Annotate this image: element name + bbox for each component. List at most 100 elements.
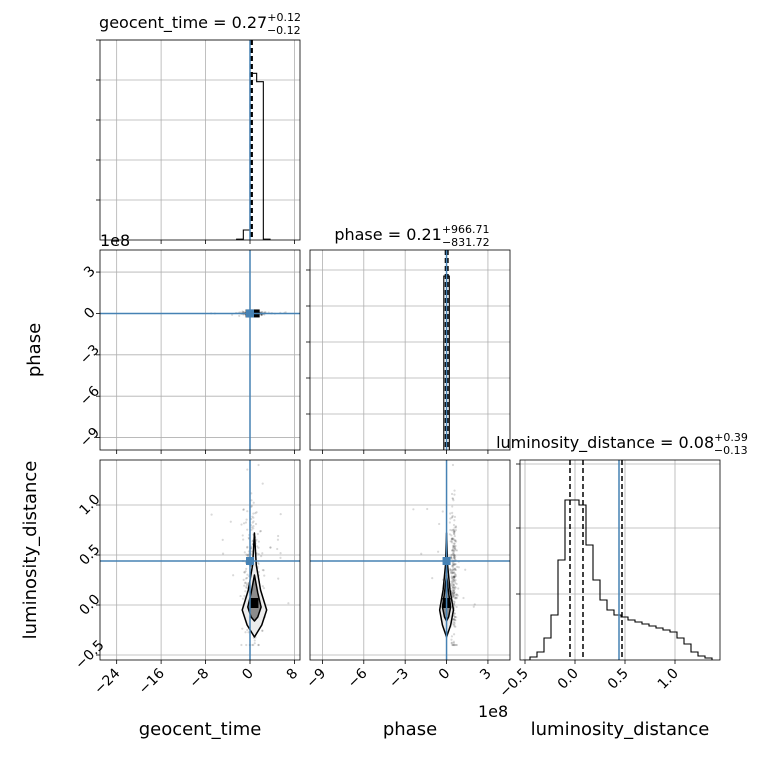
sample-point: [452, 531, 455, 534]
sample-point: [438, 522, 441, 526]
sample-point: [450, 638, 453, 641]
sample-point: [450, 642, 453, 645]
sample-point: [437, 550, 440, 553]
sample-point: [453, 622, 456, 625]
sample-point: [453, 577, 456, 581]
sample-point: [245, 586, 248, 589]
histogram-bar: [551, 615, 558, 660]
sample-point: [451, 549, 454, 552]
histogram-phase: [443, 250, 450, 450]
panel-contents: [310, 460, 510, 660]
sample-point: [260, 555, 263, 558]
sample-point: [452, 594, 455, 597]
x-tick-label: 3: [477, 666, 495, 684]
sample-point: [260, 313, 263, 317]
sample-point: [449, 568, 453, 572]
sample-point: [453, 489, 456, 492]
sample-point: [251, 540, 254, 543]
sample-point: [250, 528, 253, 531]
sample-point: [451, 548, 454, 552]
sample-point: [453, 533, 456, 536]
panel-geocent_time-vs-luminosity_distance: −24 −16 −8 0 8−0.50.00.51.0geocent_timelumin…: [20, 459, 302, 740]
sample-point: [452, 551, 455, 554]
sample-point: [452, 499, 455, 502]
sample-point: [450, 537, 453, 541]
sample-point: [454, 540, 458, 543]
sample-point: [473, 603, 476, 606]
sample-point: [259, 529, 263, 533]
sample-point: [454, 555, 457, 558]
truth-marker: [246, 309, 254, 318]
sample-point: [242, 522, 246, 525]
panel-title-phase: phase = 0.21+966.71 −831.72: [334, 223, 489, 249]
sample-point: [257, 540, 260, 543]
sample-point: [453, 563, 456, 566]
sample-point: [244, 570, 247, 573]
sample-point: [257, 552, 260, 556]
sample-point: [454, 567, 457, 571]
sample-point: [452, 556, 456, 559]
sample-point: [454, 573, 457, 576]
sample-point: [452, 593, 455, 596]
sample-point: [449, 517, 452, 520]
sample-point: [245, 585, 248, 588]
sample-point: [454, 539, 457, 542]
sample-point: [451, 576, 454, 579]
sample-point: [453, 643, 456, 647]
sample-point: [451, 562, 455, 565]
sample-point: [453, 530, 456, 533]
title-upper-error: +0.12: [267, 11, 301, 24]
sample-point: [451, 579, 454, 583]
sample-point: [450, 584, 453, 587]
sample-point: [451, 587, 454, 590]
sample-point: [252, 520, 255, 523]
sample-point: [246, 545, 249, 548]
sample-point: [269, 546, 272, 549]
sample-point: [450, 540, 453, 543]
sample-point: [453, 590, 456, 593]
sample-point: [250, 550, 254, 553]
sample-point: [252, 527, 255, 530]
sample-point: [450, 534, 453, 537]
sample-point: [229, 520, 232, 523]
sample-point: [452, 564, 455, 567]
sample-point: [454, 547, 457, 550]
y-tick-label: −3: [77, 342, 103, 368]
histogram-bar: [607, 610, 614, 660]
sample-point: [453, 623, 456, 626]
sample-point: [450, 569, 454, 572]
sample-point: [255, 538, 258, 541]
sample-point: [451, 511, 454, 514]
sample-point: [455, 596, 458, 599]
sample-point: [257, 463, 260, 467]
sample-point: [452, 571, 456, 574]
histogram-bar: [586, 545, 593, 660]
histogram-bar: [572, 500, 579, 660]
histogram-bar: [593, 580, 600, 660]
sample-point: [451, 577, 454, 580]
sample-point: [454, 643, 458, 647]
sample-point: [453, 519, 456, 522]
sample-point: [451, 538, 455, 541]
sample-point: [454, 549, 457, 552]
sample-point: [454, 586, 457, 589]
sample-point: [451, 584, 454, 587]
panel-frame: [309, 459, 511, 661]
sample-point: [245, 553, 248, 556]
sample-point: [247, 631, 250, 634]
sample-point: [451, 643, 454, 647]
sample-point: [257, 561, 260, 564]
sample-point: [455, 616, 458, 619]
histogram-bar: [565, 500, 572, 660]
sample-point: [453, 544, 456, 547]
histogram-bar: [691, 652, 698, 660]
x-tick-label: 8: [284, 666, 302, 684]
panel-contents: [100, 250, 300, 450]
sample-point: [448, 569, 452, 572]
title-main: geocent_time = 0.27: [99, 13, 267, 33]
sample-point: [451, 553, 454, 556]
sample-point: [453, 554, 456, 557]
sample-point: [452, 547, 455, 550]
sample-point: [232, 574, 235, 577]
